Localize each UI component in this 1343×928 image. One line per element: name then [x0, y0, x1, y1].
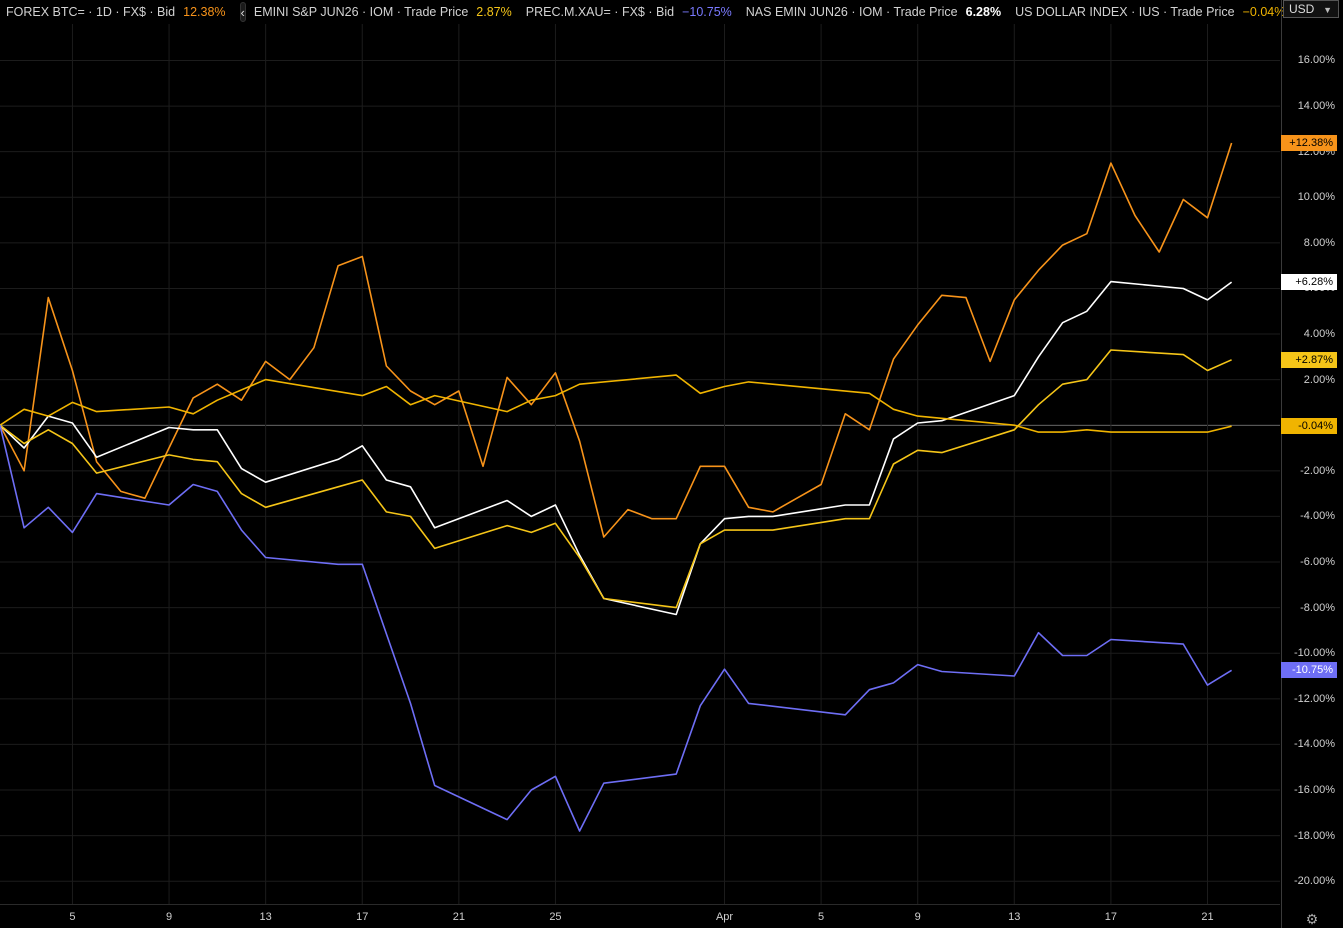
gear-icon[interactable]: ⚙	[1305, 910, 1319, 927]
legend-value: 6.28%	[965, 5, 1002, 19]
legend-label: EMINI S&P JUN26 · IOM · Trade Price	[253, 5, 469, 19]
x-tick-label: 21	[1201, 911, 1214, 923]
x-tick-label: 17	[1104, 911, 1118, 923]
gridlines	[0, 24, 1280, 904]
legend-item-sp500[interactable]: EMINI S&P JUN26 · IOM · Trade Price 2.87…	[246, 5, 512, 19]
legend-value: 2.87%	[476, 5, 512, 19]
series-lines	[0, 142, 1233, 832]
legend-item-btc[interactable]: FOREX BTC= · 1D · FX$ · Bid 12.38%	[0, 5, 226, 19]
series-line-4[interactable]	[0, 425, 1233, 832]
legend-value: 12.38%	[183, 5, 226, 19]
y-tick-label: -18.00%	[1294, 829, 1335, 842]
collapse-legend-button[interactable]: ‹	[239, 2, 246, 22]
y-tick-label: -6.00%	[1300, 556, 1335, 569]
legend-label: NAS EMIN JUN26 · IOM · Trade Price	[745, 5, 958, 19]
price-axis[interactable]: 16.00%14.00%12.00%10.00%8.00%6.00%4.00%2…	[1281, 0, 1343, 928]
y-tick-label: 14.00%	[1297, 100, 1335, 113]
legend-label: FOREX BTC= · 1D · FX$ · Bid	[6, 5, 176, 19]
last-value-tag-1: +6.28%	[1281, 274, 1337, 291]
series-line-0[interactable]	[0, 142, 1233, 538]
legend-item-dxy[interactable]: US DOLLAR INDEX · IUS · Trade Price −0.0…	[1001, 5, 1285, 19]
x-tick-label: 5	[818, 911, 825, 923]
x-tick-label: 25	[549, 911, 562, 923]
y-tick-label: 4.00%	[1303, 328, 1335, 341]
y-tick-label: 10.00%	[1297, 191, 1335, 204]
last-value-tag-0: +12.38%	[1281, 135, 1337, 151]
x-tick-label: 13	[1008, 911, 1021, 923]
chevron-left-icon: ‹	[240, 4, 245, 20]
legend-item-gold[interactable]: PREC.M.XAU= · FX$ · Bid −10.75%	[512, 5, 732, 19]
currency-label: USD	[1289, 2, 1315, 16]
legend-value: −0.04%	[1242, 5, 1286, 19]
time-axis[interactable]: 5 9 13 17 21 25 Apr 5 9 13 17 21	[0, 904, 1280, 928]
y-tick-label: -8.00%	[1300, 601, 1335, 614]
last-value-tag-2: +2.87%	[1281, 351, 1337, 368]
y-tick-label: -2.00%	[1300, 464, 1335, 477]
legend-label: US DOLLAR INDEX · IUS · Trade Price	[1015, 5, 1235, 19]
y-tick-label: -10.00%	[1294, 647, 1335, 660]
x-tick-label: 21	[452, 911, 465, 923]
x-tick-label: 9	[914, 911, 921, 923]
legend-bar: FOREX BTC= · 1D · FX$ · Bid 12.38% ‹ EMI…	[0, 0, 1285, 24]
legend-value: −10.75%	[682, 5, 732, 19]
y-tick-label: -20.00%	[1294, 875, 1335, 888]
series-line-1[interactable]	[0, 280, 1233, 616]
series-line-2[interactable]	[0, 349, 1232, 609]
chart-plot-area[interactable]	[0, 24, 1280, 904]
legend-item-nasdaq[interactable]: NAS EMIN JUN26 · IOM · Trade Price 6.28%	[732, 5, 1001, 19]
legend-label: PREC.M.XAU= · FX$ · Bid	[525, 5, 675, 19]
x-tick-label: Apr	[715, 911, 734, 923]
y-tick-label: 2.00%	[1303, 373, 1335, 386]
last-value-tag-4: -10.75%	[1281, 662, 1337, 679]
y-tick-label: -12.00%	[1294, 692, 1335, 705]
y-tick-label: -14.00%	[1294, 738, 1335, 751]
chevron-down-icon: ▼	[1323, 5, 1332, 15]
series-line-3[interactable]	[0, 374, 1232, 433]
y-tick-label: 16.00%	[1297, 54, 1335, 67]
y-tick-label: 8.00%	[1303, 236, 1335, 249]
currency-selector[interactable]: USD ▼	[1283, 0, 1339, 18]
x-tick-label: 13	[259, 911, 272, 923]
x-tick-label: 5	[69, 911, 76, 923]
last-value-tag-3: -0.04%	[1281, 418, 1337, 435]
x-tick-label: 9	[165, 911, 173, 923]
y-tick-label: -4.00%	[1300, 510, 1335, 523]
x-tick-label: 17	[356, 911, 369, 923]
y-tick-label: -16.00%	[1294, 784, 1335, 796]
